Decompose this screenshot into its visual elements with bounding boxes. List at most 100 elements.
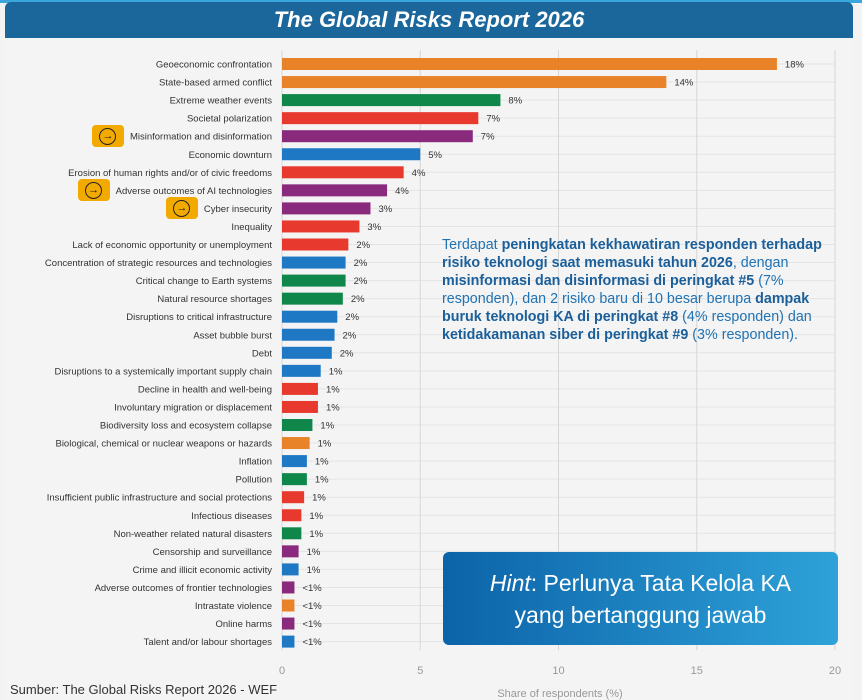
callout-emphasis: peningkatan kekhawatiran responden terha… [442, 237, 822, 271]
category-label: Disruptions to a systemically important … [54, 366, 272, 377]
value-label: 1% [326, 402, 340, 413]
bar [282, 563, 299, 576]
category-label: Lack of economic opportunity or unemploy… [72, 240, 272, 251]
callout-emphasis: dampak buruk teknologi KA di peringkat #… [442, 291, 810, 325]
value-label: 3% [367, 222, 381, 233]
bar [282, 581, 295, 594]
value-label: 14% [674, 78, 694, 89]
category-label: Biological, chemical or nuclear weapons … [55, 439, 272, 450]
bar [282, 130, 473, 143]
category-label: Infectious diseases [191, 511, 272, 522]
category-label: Non-weather related natural disasters [114, 529, 273, 540]
top-accent-line [0, 0, 862, 3]
category-label: Inequality [231, 222, 272, 233]
value-label: 1% [329, 366, 343, 377]
bar [282, 58, 777, 70]
value-label: <1% [302, 619, 322, 630]
x-tick-label: 0 [279, 665, 285, 677]
category-label: Insufficient public infrastructure and s… [47, 493, 273, 504]
arrow-right-icon: → [85, 181, 103, 199]
hint-label: Hint [489, 569, 531, 596]
callout-text: Terdapat peningkatan kekhawatiran respon… [442, 236, 822, 344]
bar [282, 419, 313, 431]
value-label: 1% [315, 457, 329, 468]
arrow-right-icon: → [99, 127, 117, 145]
value-label: 7% [486, 114, 500, 125]
x-tick-label: 10 [552, 665, 564, 677]
callout-segment: , dengan [732, 255, 789, 271]
bar [282, 400, 318, 413]
callout-emphasis: misinformasi dan disinformasi di peringk… [442, 273, 755, 289]
value-label: 5% [428, 150, 442, 161]
bar [282, 310, 338, 323]
value-label: <1% [302, 601, 322, 612]
category-label: Inflation [239, 457, 272, 468]
category-label: Adverse outcomes of frontier technologie… [95, 583, 273, 594]
bar [282, 184, 388, 197]
value-label: 2% [340, 348, 354, 359]
value-label: 1% [315, 475, 329, 486]
value-label: 2% [351, 294, 365, 305]
category-label: Cyber insecurity [204, 204, 272, 215]
value-label: 1% [307, 547, 321, 558]
value-label: 1% [312, 493, 326, 504]
bar [282, 256, 346, 269]
bar [282, 202, 371, 215]
bar [282, 545, 299, 558]
category-label: Pollution [236, 475, 272, 486]
category-label: Extreme weather events [170, 96, 273, 107]
highlight-arrow-icon: → [165, 197, 198, 220]
bar [282, 617, 295, 630]
bar [282, 635, 295, 648]
value-label: 2% [343, 330, 357, 341]
value-label: 1% [318, 439, 332, 450]
value-label: 1% [307, 565, 321, 576]
category-label: Talent and/or labour shortages [144, 637, 273, 648]
bar [282, 364, 321, 377]
bar [282, 527, 302, 540]
callout-emphasis: ketidakamanan siber di peringkat #9 [442, 327, 689, 343]
category-label: Decline in health and well-being [138, 384, 272, 395]
page-title: The Global Risks Report 2026 [273, 7, 585, 32]
value-label: 1% [309, 511, 323, 522]
hint-text-1: : Perlunya Tata Kelola KA [530, 569, 792, 596]
callout-segment: (3% responden). [688, 327, 798, 343]
bar-chart: 0 5 10 15 20 Share of respondents (%) Geoecono… [45, 50, 841, 700]
category-label: Biodiversity loss and ecosystem collapse [100, 421, 272, 432]
x-axis-title: Share of respondents (%) [497, 688, 622, 700]
category-label: Critical change to Earth systems [136, 276, 272, 287]
category-label: Natural resource shortages [157, 294, 272, 305]
bar [282, 455, 307, 468]
category-label: State-based armed conflict [159, 78, 272, 89]
category-label: Involuntary migration or displacement [114, 402, 272, 413]
bar [282, 76, 667, 89]
value-label: <1% [302, 637, 322, 648]
bar [282, 112, 479, 125]
bar [282, 274, 346, 287]
bar [282, 346, 332, 359]
x-tick-label: 5 [417, 665, 423, 677]
value-label: 18% [785, 60, 805, 71]
category-label: Crime and illicit economic activity [133, 565, 273, 576]
value-label: 8% [508, 96, 522, 107]
highlight-arrow-icon: → [91, 125, 124, 148]
bar [282, 437, 310, 450]
bar [282, 292, 343, 305]
category-label: Erosion of human rights and/or of civic … [68, 168, 272, 179]
callout-segment: Terdapat [442, 237, 502, 253]
highlight-arrow-icon: → [77, 179, 110, 202]
category-label: Misinformation and disinformation [130, 132, 272, 143]
category-label: Debt [252, 348, 272, 359]
value-label: 1% [320, 421, 334, 432]
x-tick-label: 15 [691, 665, 703, 677]
source-note: Sumber: The Global Risks Report 2026 - W… [10, 682, 278, 697]
bar [282, 509, 302, 522]
hint-line-1: Hint: Perlunya Tata Kelola KA [443, 567, 838, 599]
hint-line-2: yang bertanggung jawab [514, 601, 767, 628]
category-label: Asset bubble burst [193, 330, 272, 341]
value-label: 2% [345, 312, 359, 323]
category-label: Concentration of strategic resources and… [45, 258, 272, 269]
bar [282, 238, 349, 251]
bar [282, 166, 404, 179]
bar [282, 148, 421, 161]
